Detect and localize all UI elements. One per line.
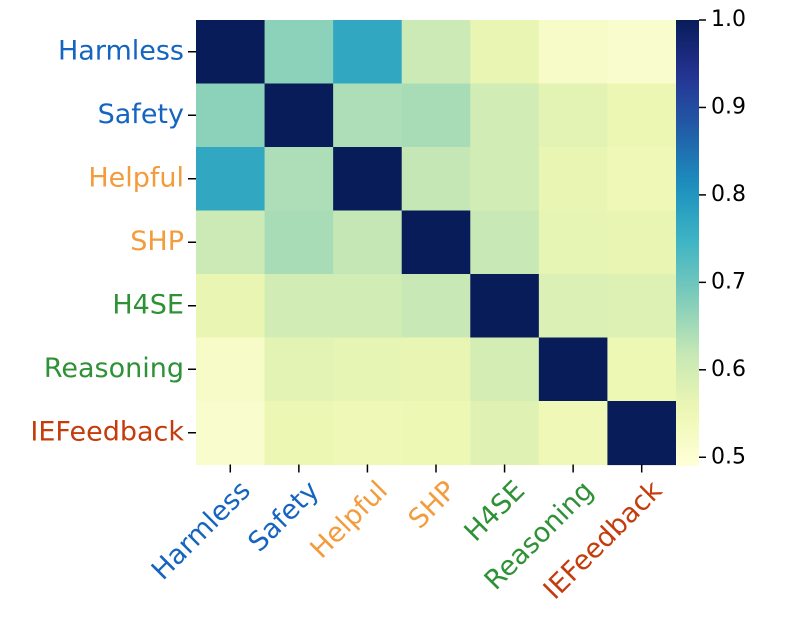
heatmap-cell-iefeedback-safety — [264, 401, 334, 466]
heatmap-cell-iefeedback-helpful — [333, 401, 403, 466]
heatmap-cell-shp-harmless — [196, 210, 266, 275]
heatmap-cell-iefeedback-shp — [401, 401, 471, 466]
heatmap-cell-safety-h4se — [470, 83, 540, 148]
heatmap-cell-safety-harmless — [196, 83, 266, 148]
heatmap-cell-helpful-harmless — [196, 147, 266, 212]
heatmap-cell-shp-h4se — [470, 210, 540, 275]
heatmap-cell-shp-reasoning — [538, 210, 609, 275]
heatmap-cell-safety-shp — [401, 83, 471, 148]
colorbar-tick-label: 0.9 — [711, 94, 746, 119]
heatmap-cell-safety-reasoning — [538, 83, 609, 148]
colorbar-tick-label: 0.7 — [711, 269, 746, 294]
colorbar-tick-label: 1.0 — [711, 7, 746, 32]
heatmap-cell-harmless-iefeedback — [607, 20, 677, 85]
x-label-harmless: Harmless — [146, 475, 257, 586]
heatmap-cell-iefeedback-h4se — [470, 401, 540, 466]
colorbar-tick-label: 0.8 — [711, 182, 746, 207]
y-axis-labels: Harmless Safety Helpful SHP H4SE Reasoning IEF… — [30, 35, 196, 447]
heatmap-cell-helpful-reasoning — [538, 147, 609, 212]
heatmap-cell-helpful-helpful — [333, 147, 403, 212]
y-label-reasoning: Reasoning — [44, 353, 184, 384]
heatmap-cell-h4se-reasoning — [538, 274, 609, 339]
heatmap-cell-harmless-harmless — [196, 20, 266, 85]
x-label-shp: SHP — [403, 475, 463, 535]
y-label-safety: Safety — [98, 99, 184, 130]
heatmap-cell-h4se-harmless — [196, 274, 266, 339]
heatmap-cell-h4se-iefeedback — [607, 274, 677, 339]
y-label-h4se: H4SE — [112, 289, 184, 320]
heatmap-cell-safety-safety — [264, 83, 334, 148]
heatmap-cell-reasoning-safety — [264, 337, 334, 402]
heatmap-cell-harmless-h4se — [470, 20, 540, 85]
y-label-shp: SHP — [130, 226, 184, 257]
heatmap-cell-harmless-shp — [401, 20, 471, 85]
heatmap-cell-helpful-safety — [264, 147, 334, 212]
y-label-iefeedback: IEFeedback — [30, 416, 184, 447]
heatmap-cell-helpful-shp — [401, 147, 471, 212]
heatmap-cell-h4se-safety — [264, 274, 334, 339]
heatmap-cell-h4se-shp — [401, 274, 471, 339]
heatmap-cell-harmless-helpful — [333, 20, 403, 85]
heatmap-cell-iefeedback-harmless — [196, 401, 266, 466]
heatmap-cell-reasoning-h4se — [470, 337, 540, 402]
heatmap-cells — [196, 20, 677, 466]
heatmap-cell-shp-iefeedback — [607, 210, 677, 275]
heatmap-cell-h4se-h4se — [470, 274, 540, 339]
heatmap-cell-iefeedback-reasoning — [538, 401, 609, 466]
colorbar: 0.5 0.6 0.7 0.8 0.9 1.0 — [676, 7, 746, 469]
heatmap-cell-shp-shp — [401, 210, 471, 275]
heatmap-cell-helpful-h4se — [470, 147, 540, 212]
colorbar-gradient — [676, 20, 699, 466]
heatmap-cell-safety-iefeedback — [607, 83, 677, 148]
heatmap-cell-reasoning-harmless — [196, 337, 266, 402]
heatmap-cell-harmless-safety — [264, 20, 334, 85]
y-label-helpful: Helpful — [88, 162, 184, 193]
heatmap-cell-safety-helpful — [333, 83, 403, 148]
x-label-helpful: Helpful — [304, 475, 394, 565]
heatmap-cell-shp-helpful — [333, 210, 403, 275]
heatmap-cell-shp-safety — [264, 210, 334, 275]
heatmap-cell-reasoning-reasoning — [538, 337, 609, 402]
heatmap-cell-reasoning-helpful — [333, 337, 403, 402]
heatmap-cell-h4se-helpful — [333, 274, 403, 339]
heatmap-cell-helpful-iefeedback — [607, 147, 677, 212]
heatmap-cell-reasoning-shp — [401, 337, 471, 402]
y-label-harmless: Harmless — [58, 35, 184, 66]
heatmap-cell-iefeedback-iefeedback — [607, 401, 677, 466]
heatmap-cell-harmless-reasoning — [538, 20, 609, 85]
colorbar-tick-label: 0.6 — [711, 357, 746, 382]
colorbar-tick-label: 0.5 — [711, 444, 746, 469]
heatmap-cell-reasoning-iefeedback — [607, 337, 677, 402]
